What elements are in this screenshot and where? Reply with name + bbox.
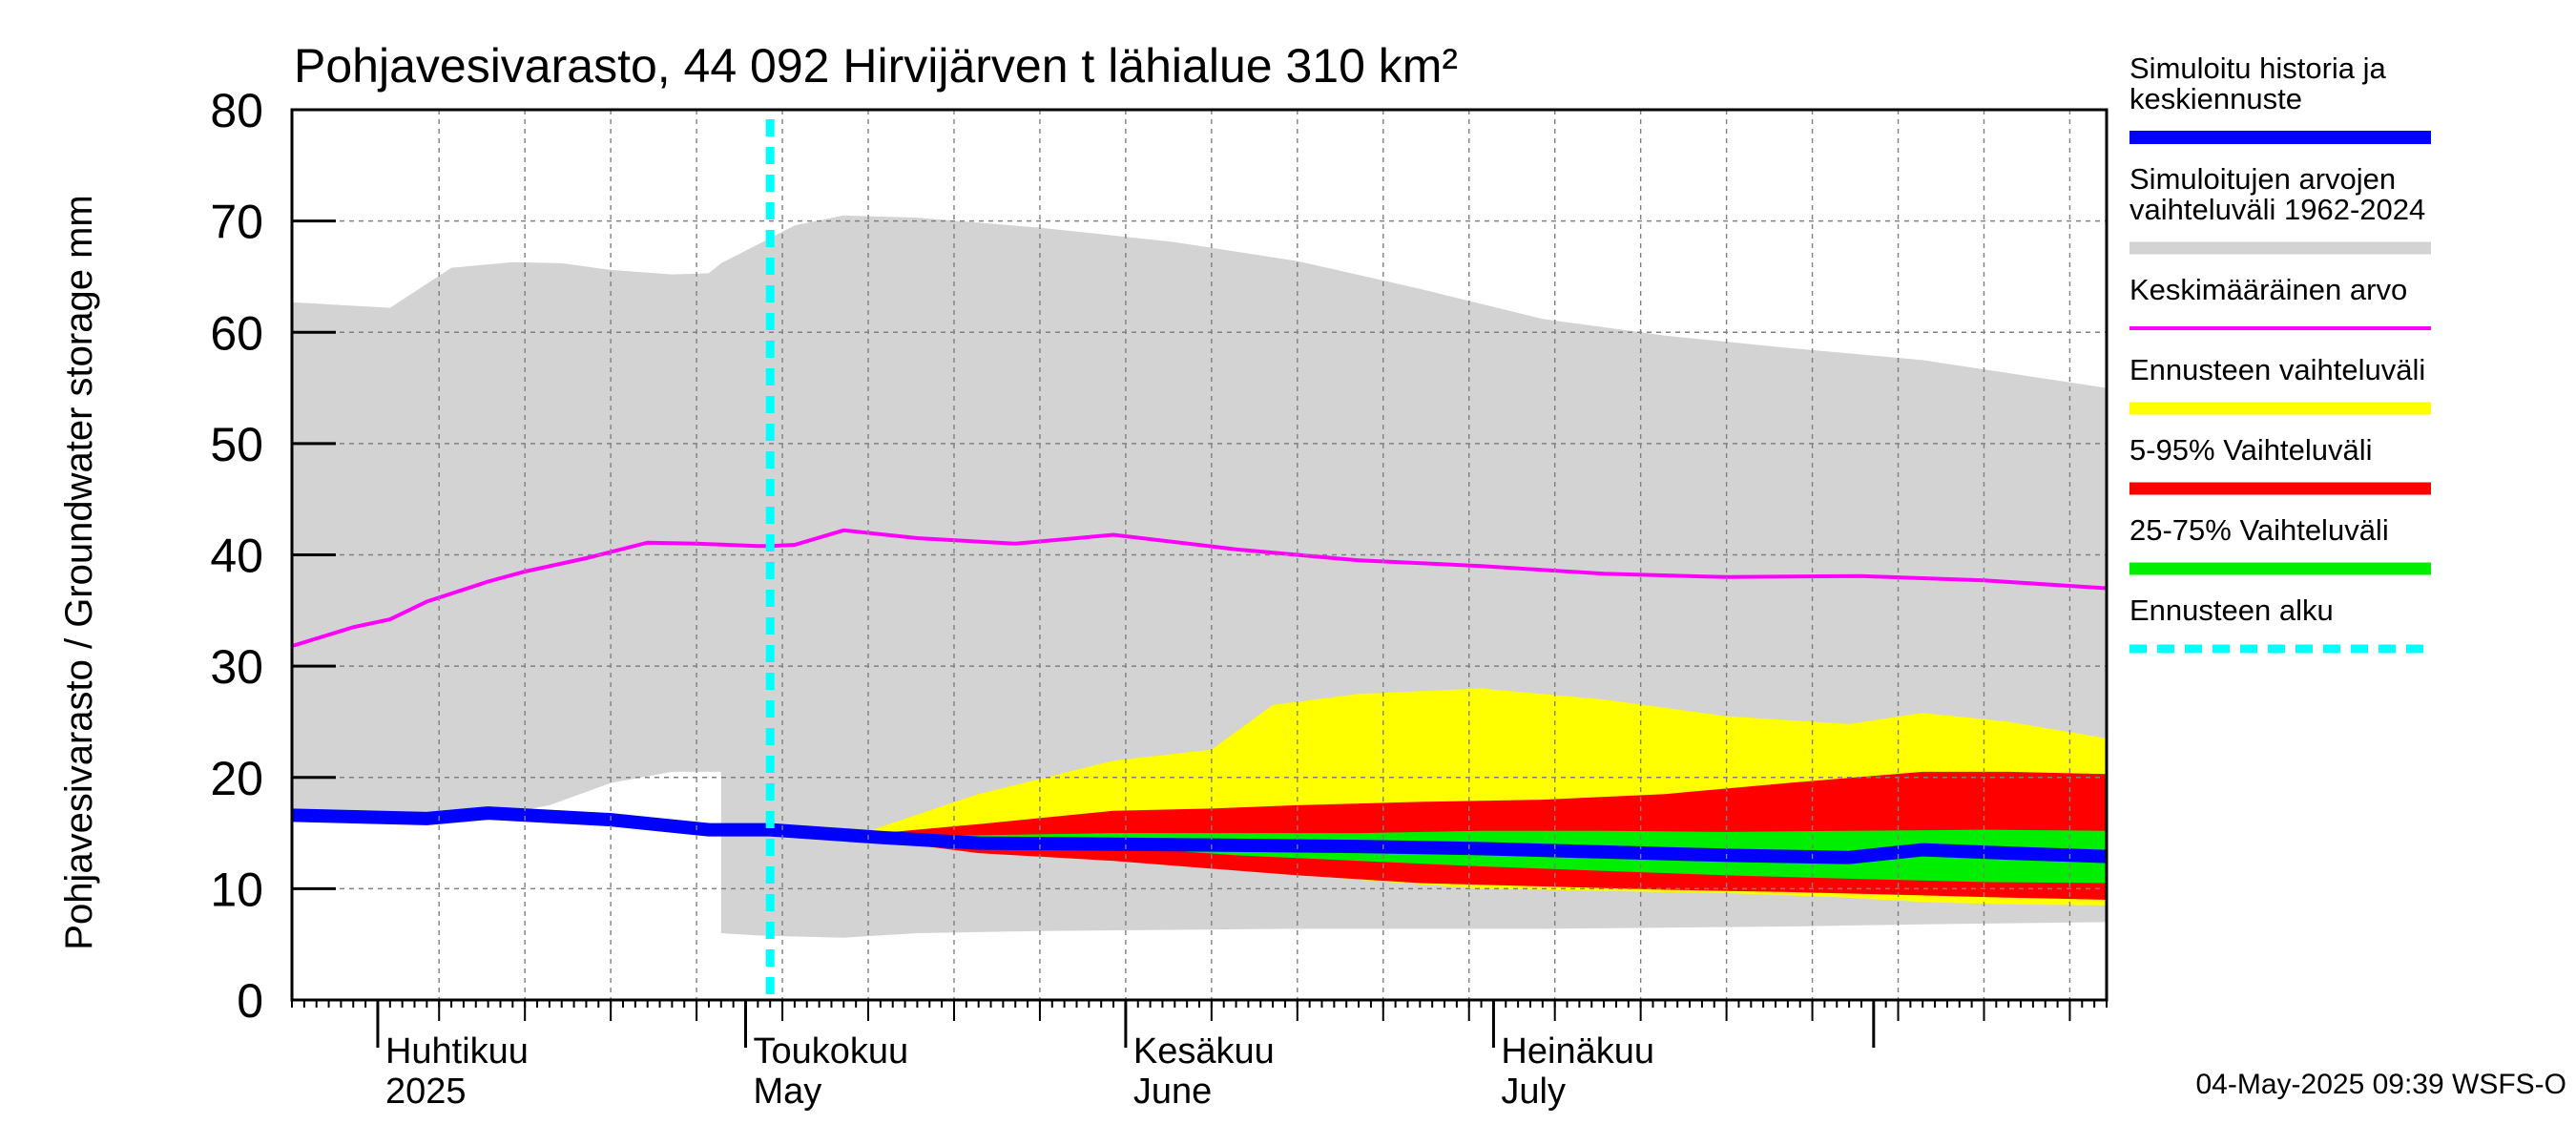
y-tick-label: 80 <box>210 84 263 137</box>
month-label-en: 2025 <box>385 1072 467 1112</box>
timestamp-label: 04-May-2025 09:39 WSFS-O <box>2196 1069 2567 1100</box>
y-tick-label: 20 <box>210 752 263 805</box>
history-forecast-line <box>292 806 2107 864</box>
legend-label-history: keskiennuste <box>2129 82 2302 115</box>
legend-label-p5_95: 5-95% Vaihteluväli <box>2129 433 2372 467</box>
legend-label-mean: Keskimääräinen arvo <box>2129 273 2407 306</box>
legend-label-sim_range: Simuloitujen arvojen <box>2129 162 2396 196</box>
chart-title: Pohjavesivarasto, 44 092 Hirvijärven t l… <box>294 39 1458 93</box>
series-layer <box>292 215 2107 1000</box>
y-tick-label: 30 <box>210 640 263 694</box>
month-label-en: June <box>1133 1072 1212 1112</box>
legend-label-forecast_start: Ennusteen alku <box>2129 593 2334 627</box>
legend-label-p25_75: 25-75% Vaihteluväli <box>2129 513 2389 547</box>
month-label: Kesäkuu <box>1133 1031 1275 1072</box>
legend-label-forecast_range: Ennusteen vaihteluväli <box>2129 353 2425 386</box>
month-label-en: May <box>754 1072 822 1112</box>
y-tick-label: 60 <box>210 306 263 360</box>
mean-line <box>292 528 2107 649</box>
y-tick-label: 0 <box>237 974 263 1028</box>
legend-label-history: Simuloitu historia ja <box>2129 52 2387 85</box>
month-label: Huhtikuu <box>385 1031 529 1072</box>
sim-range-lower-gap <box>292 771 721 1000</box>
y-tick-label: 40 <box>210 530 263 583</box>
y-tick-label: 50 <box>210 418 263 471</box>
legend-label-sim_range: vaihteluväli 1962-2024 <box>2129 193 2425 226</box>
grid <box>292 110 2107 1000</box>
month-label: Toukokuu <box>754 1031 909 1072</box>
y-tick-label: 70 <box>210 196 263 249</box>
y-tick-label: 10 <box>210 863 263 916</box>
y-axis-label: Pohjavesivarasto / Groundwater storage m… <box>58 195 100 949</box>
month-label-en: July <box>1501 1072 1566 1112</box>
month-label: Heinäkuu <box>1501 1031 1654 1072</box>
